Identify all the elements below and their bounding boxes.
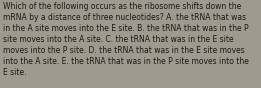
Text: Which of the following occurs as the ribosome shifts down the
mRNA by a distance: Which of the following occurs as the rib… — [3, 2, 248, 77]
